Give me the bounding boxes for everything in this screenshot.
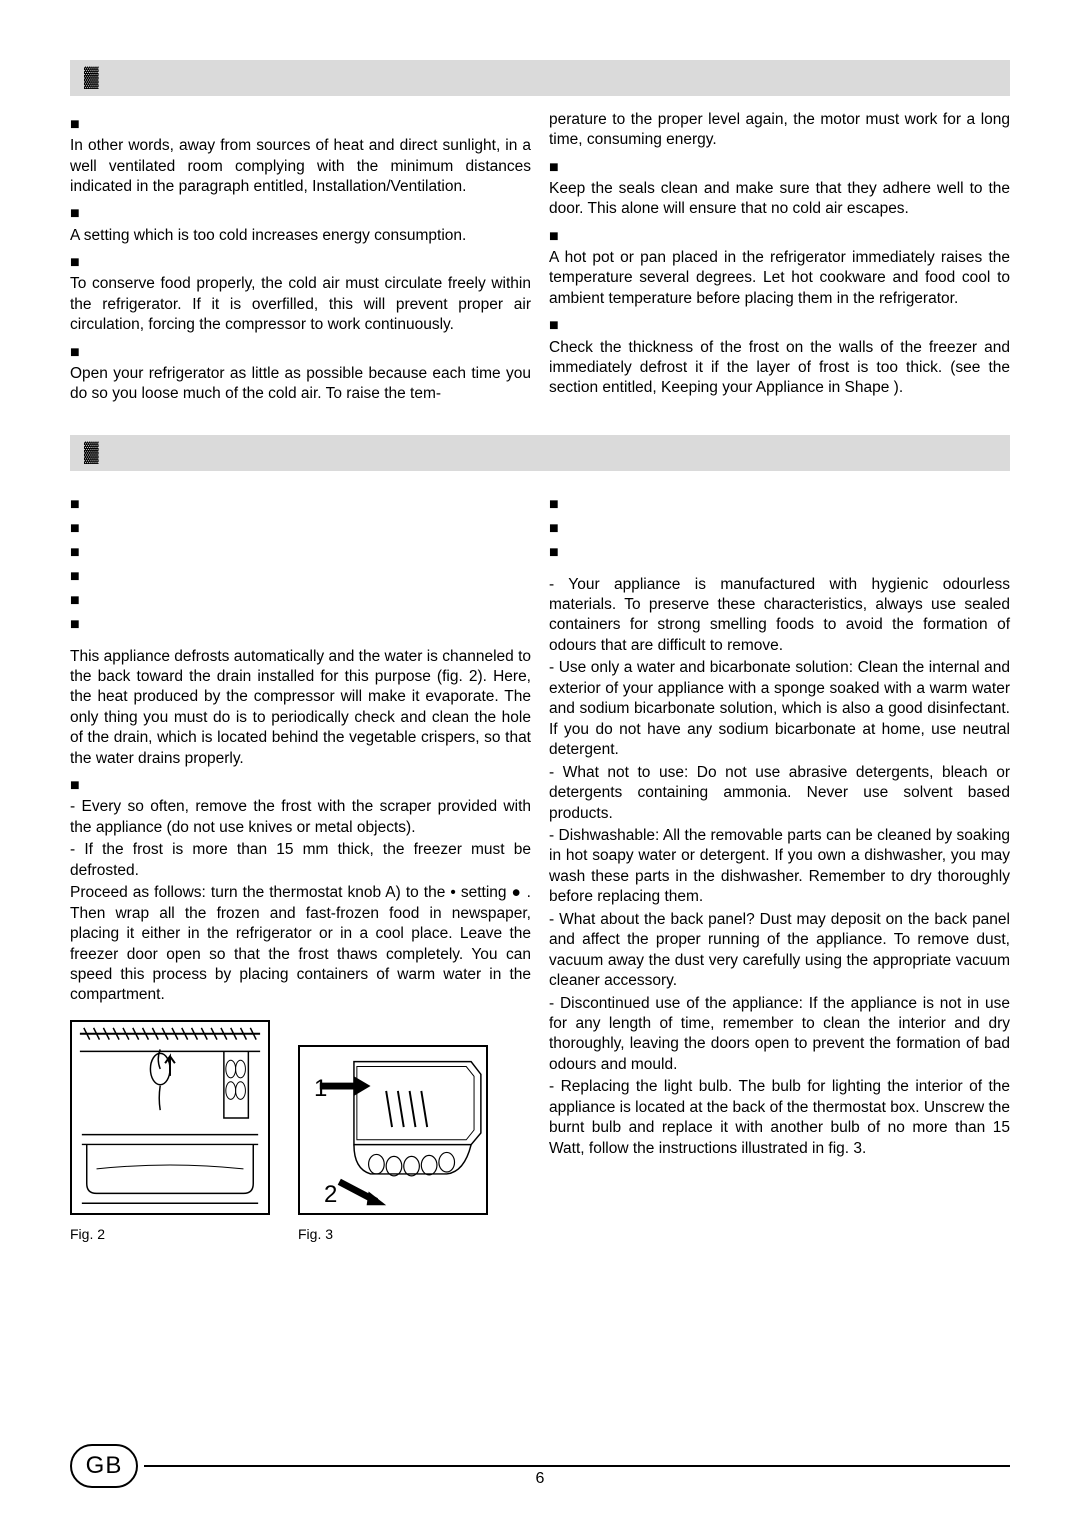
s2c1-p2b: - If the frost is more than 15 mm thick,… xyxy=(70,840,531,881)
fig2-svg xyxy=(72,1022,268,1213)
s1c1-p2: A setting which is too cold increases en… xyxy=(70,226,531,246)
section1-header: ▓ xyxy=(70,60,1010,96)
header1-icon: ▓ xyxy=(84,66,99,89)
s2c1-p1: This appliance defrosts automatically an… xyxy=(70,647,531,770)
s2c2-bullets: ■ ■ ■ xyxy=(549,493,1010,565)
s1c2-p4: Check the thickness of the frost on the … xyxy=(549,338,1010,399)
s2c2-b3: ■ xyxy=(549,541,1010,565)
section1-columns: ■ In other words, away from sources of h… xyxy=(70,110,1010,407)
section2-columns: ■ ■ ■ ■ ■ ■ This appliance defrosts auto… xyxy=(70,485,1010,1244)
figures-row: Fig. 2 xyxy=(70,1020,531,1243)
fig3-illustration: 1 2 xyxy=(298,1045,488,1215)
section2-header: ▓ xyxy=(70,435,1010,471)
gb-badge: GB xyxy=(70,1444,138,1488)
s1c2-p1: perature to the proper level again, the … xyxy=(549,110,1010,151)
footer-rule xyxy=(144,1465,1010,1467)
s1c1-m4: ■ xyxy=(70,342,80,363)
fig2-illustration xyxy=(70,1020,270,1215)
s2c2-p3: - What not to use: Do not use abrasive d… xyxy=(549,763,1010,824)
fig3-caption: Fig. 3 xyxy=(298,1225,488,1243)
s1c1-m3: ■ xyxy=(70,252,80,273)
s2c2-p4: - Dishwashable: All the removable parts … xyxy=(549,826,1010,908)
section2-col1: ■ ■ ■ ■ ■ ■ This appliance defrosts auto… xyxy=(70,485,531,1244)
s2c1-b2: ■ xyxy=(70,517,531,541)
s2c2-b2: ■ xyxy=(549,517,1010,541)
header2-icon: ▓ xyxy=(84,441,99,464)
section1-col1: ■ In other words, away from sources of h… xyxy=(70,110,531,407)
s2c1-p2c: Proceed as follows: turn the thermostat … xyxy=(70,883,531,1006)
fig3-label-1: 1 xyxy=(314,1073,327,1105)
s2c1-p2a: - Every so often, remove the frost with … xyxy=(70,797,531,838)
s1c2-m3: ■ xyxy=(549,226,559,247)
s2c1-bullets: ■ ■ ■ ■ ■ ■ xyxy=(70,493,531,637)
s2c1-b3: ■ xyxy=(70,541,531,565)
s1c2-p2: Keep the seals clean and make sure that … xyxy=(549,179,1010,220)
s1c1-p3: To conserve food properly, the cold air … xyxy=(70,274,531,335)
section1-col2: perature to the proper level again, the … xyxy=(549,110,1010,407)
s1c1-m1: ■ xyxy=(70,114,80,135)
s1c2-m4: ■ xyxy=(549,315,559,336)
fig2-wrap: Fig. 2 xyxy=(70,1020,270,1243)
s2c1-m2: ■ xyxy=(70,775,80,796)
s1c1-p4: Open your refrigerator as little as poss… xyxy=(70,364,531,405)
section2-col2: ■ ■ ■ - Your appliance is manufactured w… xyxy=(549,485,1010,1244)
fig3-wrap: 1 2 Fig. 3 xyxy=(298,1045,488,1243)
fig3-label-2: 2 xyxy=(324,1179,337,1211)
s1c1-m2: ■ xyxy=(70,203,80,224)
s2c2-b1: ■ xyxy=(549,493,1010,517)
s2c2-p2: - Use only a water and bicarbonate solut… xyxy=(549,658,1010,760)
s1c2-p3: A hot pot or pan placed in the refrigera… xyxy=(549,248,1010,309)
s2c1-b6: ■ xyxy=(70,613,531,637)
s2c1-b1: ■ xyxy=(70,493,531,517)
s1c2-m2: ■ xyxy=(549,157,559,178)
fig2-caption: Fig. 2 xyxy=(70,1225,270,1243)
s2c1-b4: ■ xyxy=(70,565,531,589)
s2c1-b5: ■ xyxy=(70,589,531,613)
s2c2-p5: - What about the back panel? Dust may de… xyxy=(549,910,1010,992)
s2c2-p1: - Your appliance is manufactured with hy… xyxy=(549,575,1010,657)
s1c1-p1: In other words, away from sources of hea… xyxy=(70,136,531,197)
page-number: 6 xyxy=(528,1470,553,1488)
s2c2-p6: - Discontinued use of the appliance: If … xyxy=(549,994,1010,1076)
s2c2-p7: - Replacing the light bulb. The bulb for… xyxy=(549,1077,1010,1159)
